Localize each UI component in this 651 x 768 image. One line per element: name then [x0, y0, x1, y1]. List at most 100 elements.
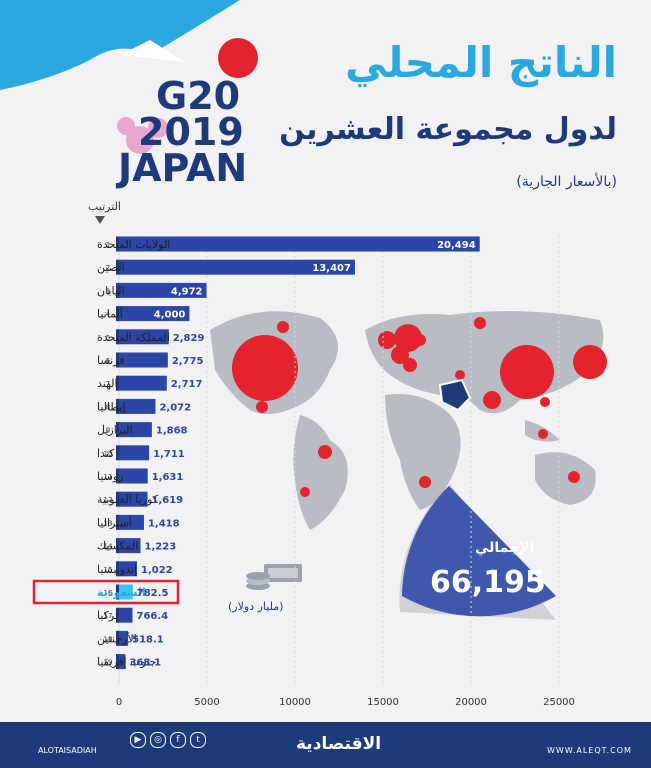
rank-marker — [116, 491, 119, 507]
value-label: 4,000 — [154, 310, 186, 321]
rank-marker — [116, 630, 119, 646]
mountain-icon — [120, 40, 185, 62]
x-tick-label: 25000 — [543, 697, 575, 708]
bar — [119, 375, 167, 391]
footer-logo: الاقتصادية — [296, 734, 382, 754]
rank-marker — [116, 375, 119, 391]
rank-marker — [116, 352, 119, 368]
value-label: 1,619 — [151, 495, 183, 506]
cherry-blossom-icon — [117, 117, 168, 154]
country-label: اليابان — [97, 284, 125, 297]
value-label: 1,868 — [156, 426, 188, 437]
country-label: جنوب إفريقيا — [97, 656, 156, 669]
instagram-icon[interactable]: ◎ — [150, 732, 166, 748]
brand-watermark: ALOTAISADIAH — [38, 746, 97, 755]
country-label: كندا — [97, 447, 115, 460]
bar — [119, 607, 133, 623]
value-label: 368.1 — [129, 658, 161, 669]
header-decoration — [0, 0, 258, 154]
country-label: المكسيك — [97, 540, 138, 553]
country-label: الأرجنتين — [97, 631, 137, 645]
bar — [119, 538, 141, 554]
page-title: الناتج المحلي — [345, 38, 617, 87]
footer-bar — [0, 722, 651, 768]
value-label: 13,407 — [312, 263, 351, 274]
rank-label: 10 — [104, 450, 113, 458]
page-subtitle: لدول مجموعة العشرين — [279, 112, 617, 147]
rank-marker — [116, 514, 119, 530]
value-label: 1,631 — [152, 472, 184, 483]
rank-marker — [116, 607, 119, 623]
country-label: تركيا — [97, 609, 118, 622]
g20-logo: G20 2019 JAPAN — [118, 74, 248, 190]
twitter-icon[interactable]: t — [190, 732, 206, 748]
rank-marker — [116, 306, 119, 322]
country-label: الهند — [97, 377, 118, 390]
x-tick-label: 0 — [116, 697, 122, 708]
rank-label: 17 — [104, 612, 113, 620]
country-label: المملكة المتحدة — [97, 331, 170, 344]
rank-marker — [116, 654, 119, 670]
value-label: 2,717 — [171, 379, 203, 390]
country-label: فرنسا — [97, 354, 125, 367]
rank-column-header: الترتيب — [88, 200, 121, 213]
rank-label: 2 — [106, 264, 110, 272]
social-icons: ▶ ◎ f t — [130, 732, 210, 748]
value-label: 20,494 — [437, 240, 476, 251]
value-label: 1,418 — [148, 518, 180, 529]
money-icon — [246, 564, 302, 590]
rank-marker — [116, 561, 119, 577]
wave-shape — [0, 0, 240, 90]
rank-label: 13 — [104, 519, 113, 527]
rank-marker — [116, 282, 119, 298]
logo-line-japan: JAPAN — [118, 146, 248, 190]
x-tick-label: 20000 — [455, 697, 487, 708]
value-label: 1,223 — [145, 542, 177, 553]
value-label: 2,072 — [159, 402, 191, 413]
rank-marker — [116, 538, 119, 554]
bar — [119, 491, 148, 507]
bar — [119, 630, 129, 646]
website-link[interactable]: WWW.ALEQT.COM — [547, 746, 632, 755]
country-label: الصين — [97, 261, 125, 274]
rank-label: 6 — [106, 357, 111, 365]
bar — [119, 398, 156, 414]
rank-label: 5 — [106, 334, 110, 342]
bar — [119, 422, 152, 438]
bar — [119, 514, 144, 530]
rank-marker — [116, 398, 119, 414]
rising-sun-icon — [218, 38, 258, 78]
bar — [119, 259, 355, 275]
value-label: 2,829 — [173, 333, 205, 344]
highlight-box — [32, 579, 180, 605]
unit-label: (مليار دولار) — [228, 600, 284, 613]
rank-label: 4 — [106, 311, 111, 319]
rank-label: 19 — [104, 659, 113, 667]
value-label: 782.5 — [137, 588, 169, 599]
bar — [119, 236, 480, 252]
country-label: روسيا — [97, 470, 124, 483]
logo-line-g20: G20 — [156, 74, 241, 118]
map-bubbles — [232, 317, 607, 497]
facebook-icon[interactable]: f — [170, 732, 186, 748]
value-label: 766.4 — [136, 611, 168, 622]
country-label: ألمانيا — [97, 307, 123, 321]
youtube-icon[interactable]: ▶ — [130, 732, 146, 748]
x-tick-label: 5000 — [194, 697, 219, 708]
total-pie-slice — [402, 486, 556, 617]
rank-label: 7 — [106, 380, 110, 388]
country-label: السعودية — [97, 586, 146, 599]
x-tick-label: 10000 — [279, 697, 311, 708]
bar — [119, 584, 133, 600]
chevron-down-icon — [95, 216, 105, 224]
bar — [119, 445, 150, 461]
bar — [119, 282, 207, 298]
rank-marker — [116, 236, 119, 252]
bar — [119, 654, 126, 670]
rank-label: 1 — [106, 241, 110, 249]
country-label: الولايات المتحدة — [97, 238, 170, 251]
rank-label: 16 — [104, 589, 113, 597]
value-label: 518.1 — [132, 634, 164, 645]
total-value: 66,195 — [430, 565, 546, 600]
